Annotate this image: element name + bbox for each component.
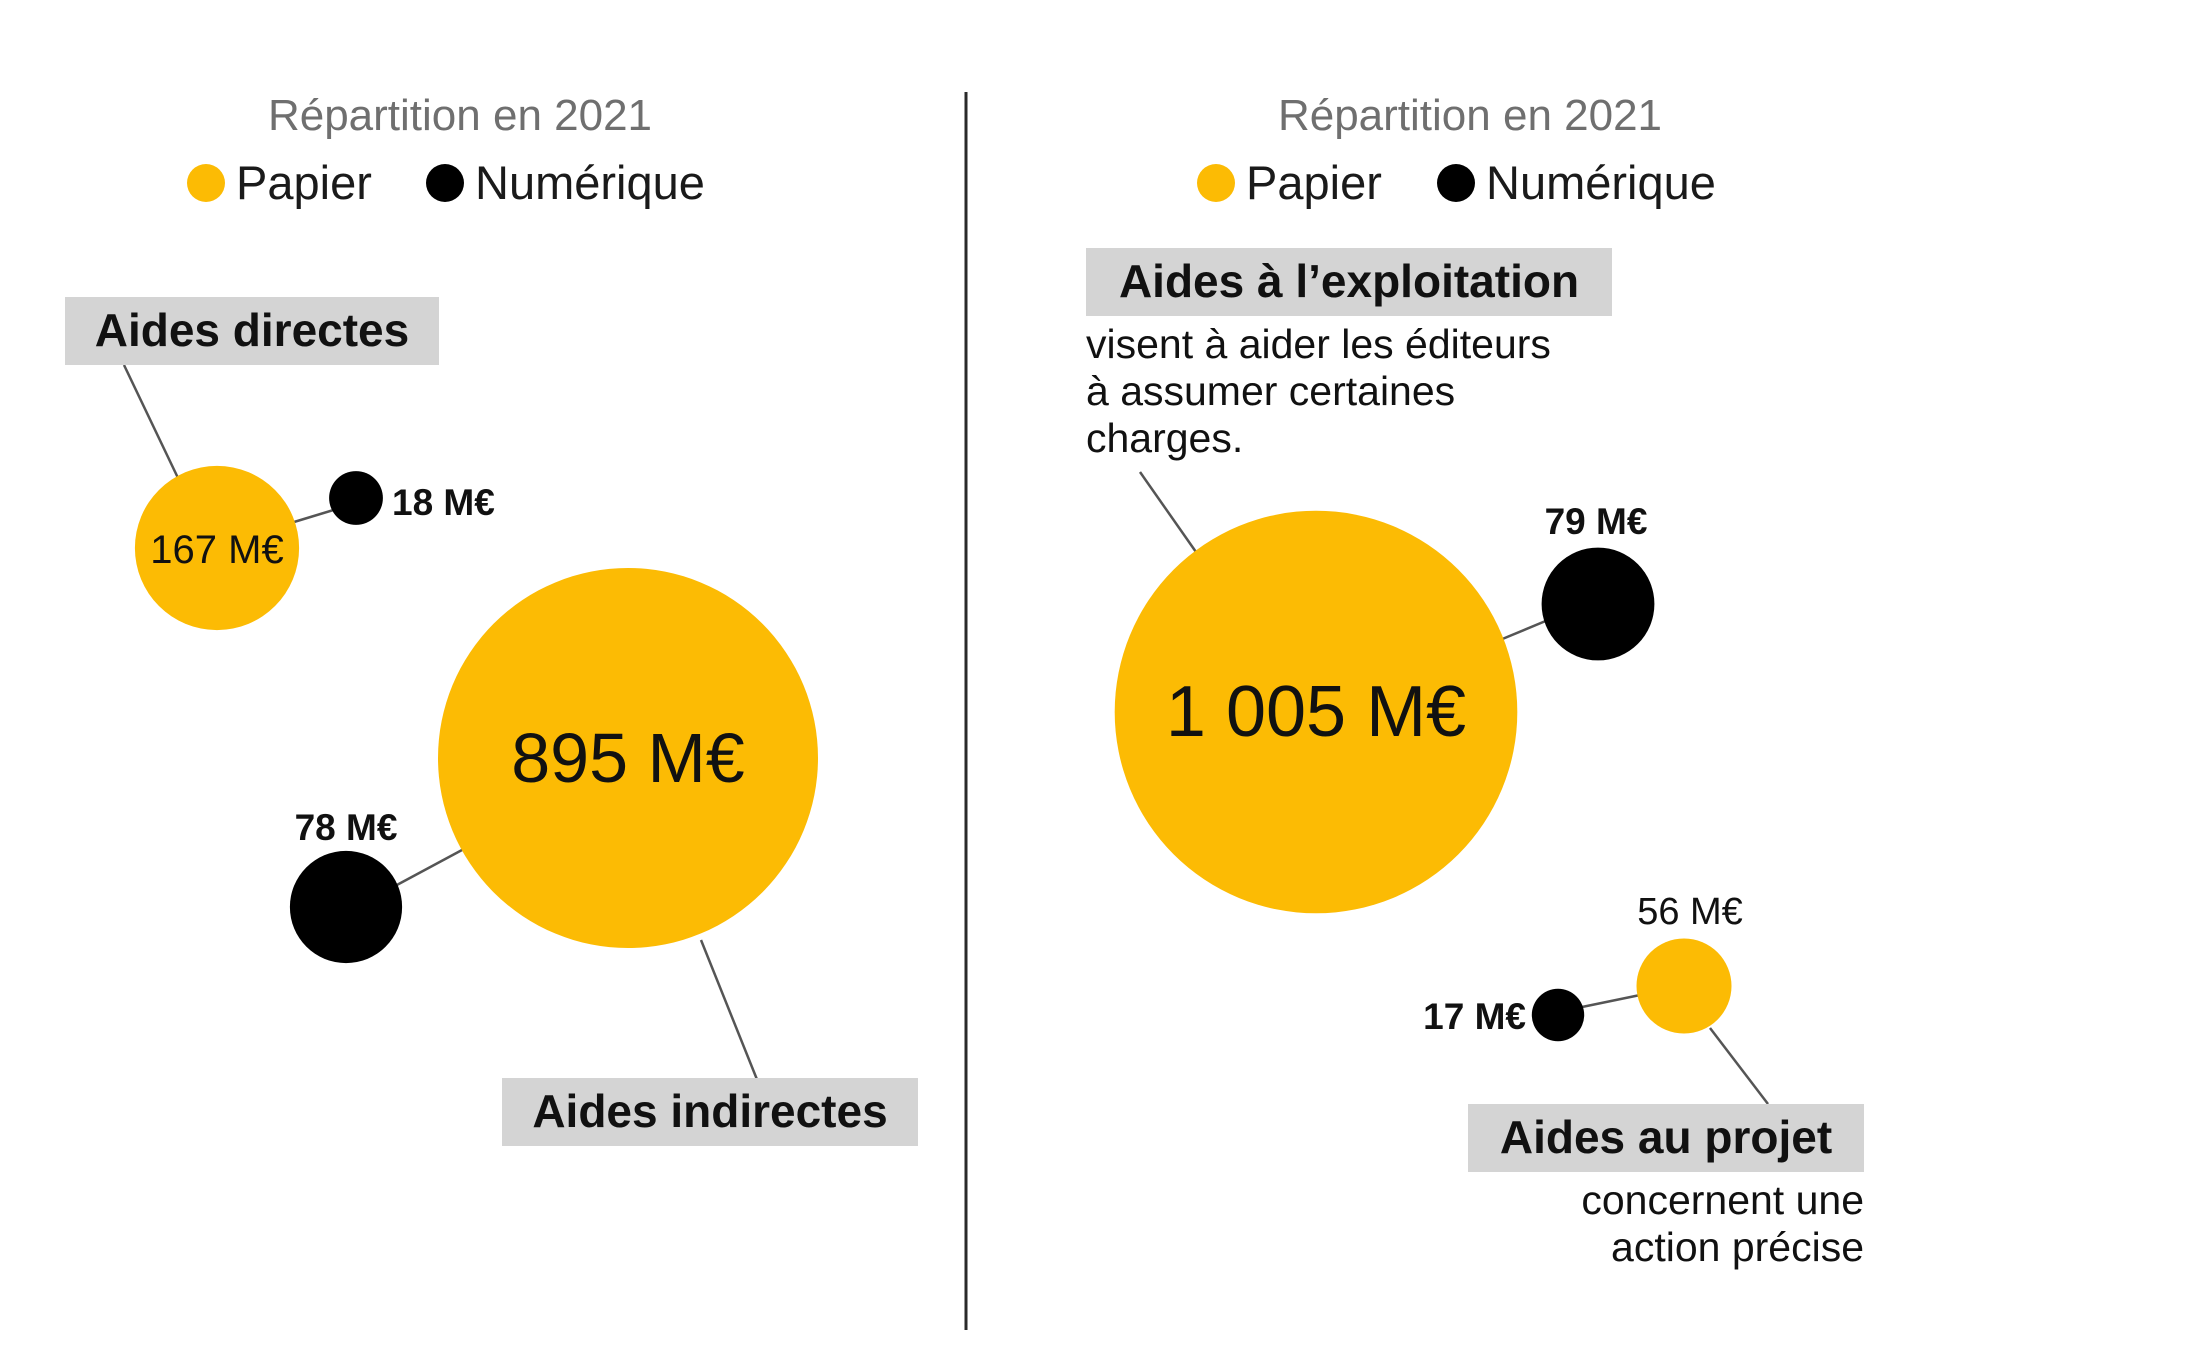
- connector-aides-projet-tag: [1709, 1027, 1769, 1105]
- aides-exploitation-tag-background: [1086, 248, 1612, 316]
- bubble-aides-directes-papier: [134, 465, 300, 631]
- aides-directes-tag: Aides directes: [95, 304, 409, 356]
- legend-numerique-swatch: [426, 164, 464, 202]
- legend-numerique-swatch: [1437, 164, 1475, 202]
- legend-papier-swatch: [1197, 164, 1235, 202]
- bubble-aides-exploitation-numerique: [1541, 547, 1655, 661]
- right-panel-title: Répartition en 2021: [1278, 91, 1662, 140]
- aides-indirectes-tag-background: [502, 1078, 918, 1146]
- left-legend: Papier Numérique: [187, 156, 705, 209]
- value-aides-indirectes-numerique: 78 M€: [295, 807, 398, 848]
- connector-aides-indirectes-tag: [699, 939, 760, 1083]
- bubble-aides-projet-numerique: [1531, 988, 1585, 1042]
- bubble-aides-directes-numerique: [329, 471, 383, 525]
- connector-aides-indirectes-pair: [394, 848, 463, 888]
- group-aides-projet: 56 M€ 17 M€ Aides au projet concernent u…: [1423, 891, 1864, 1270]
- bubble-aides-indirectes-papier: [438, 568, 818, 948]
- value-aides-directes-numerique: 18 M€: [392, 482, 495, 523]
- aides-exploitation-description-line-2: à assumer certaines: [1086, 368, 1455, 414]
- aides-projet-tag-background: [1468, 1104, 1864, 1172]
- connector-aides-directes-tag: [122, 364, 180, 479]
- aides-indirectes-tag: Aides indirectes: [532, 1085, 887, 1137]
- value-aides-indirectes-papier: 895 M€: [511, 719, 744, 797]
- legend-numerique-label: Numérique: [475, 156, 705, 209]
- group-aides-directes: Aides directes 167 M€ 18 M€: [65, 297, 495, 631]
- aides-projet-description-line-1: concernent une: [1581, 1177, 1864, 1223]
- bubble-aides-exploitation-papier: [1114, 510, 1518, 914]
- value-aides-exploitation-papier: 1 005 M€: [1166, 672, 1466, 752]
- legend-numerique-label: Numérique: [1486, 156, 1716, 209]
- group-aides-indirectes: 895 M€ 78 M€ Aides indirectes: [289, 568, 918, 1146]
- legend-papier-swatch: [187, 164, 225, 202]
- connector-aides-projet-pair: [1581, 992, 1646, 1009]
- value-aides-exploitation-numerique: 79 M€: [1545, 501, 1648, 542]
- right-legend: Papier Numérique: [1197, 156, 1716, 209]
- legend-papier-label: Papier: [236, 156, 372, 209]
- left-panel-title: Répartition en 2021: [268, 91, 652, 140]
- bubble-aides-projet-papier: [1636, 938, 1732, 1034]
- bubble-aides-indirectes-numerique: [289, 850, 403, 964]
- group-aides-exploitation: Aides à l’exploitation visent à aider le…: [1086, 248, 1655, 914]
- value-aides-projet-numerique: 17 M€: [1423, 996, 1526, 1037]
- aides-exploitation-description-line-3: charges.: [1086, 415, 1243, 461]
- connector-aides-exploitation-tag: [1138, 471, 1198, 553]
- aides-exploitation-tag: Aides à l’exploitation: [1119, 255, 1579, 307]
- value-aides-projet-papier: 56 M€: [1637, 891, 1743, 933]
- right-panel: Répartition en 2021 Papier Numérique Aid…: [1086, 91, 1864, 1270]
- aides-projet-tag: Aides au projet: [1500, 1111, 1832, 1163]
- aides-exploitation-description-line-1: visent à aider les éditeurs: [1086, 321, 1551, 367]
- aides-directes-tag-background: [65, 297, 439, 365]
- aides-projet-description-line-2: action précise: [1611, 1224, 1864, 1270]
- legend-papier-label: Papier: [1246, 156, 1382, 209]
- left-panel: Répartition en 2021 Papier Numérique Aid…: [65, 91, 918, 1146]
- value-aides-directes-papier: 167 M€: [150, 528, 283, 572]
